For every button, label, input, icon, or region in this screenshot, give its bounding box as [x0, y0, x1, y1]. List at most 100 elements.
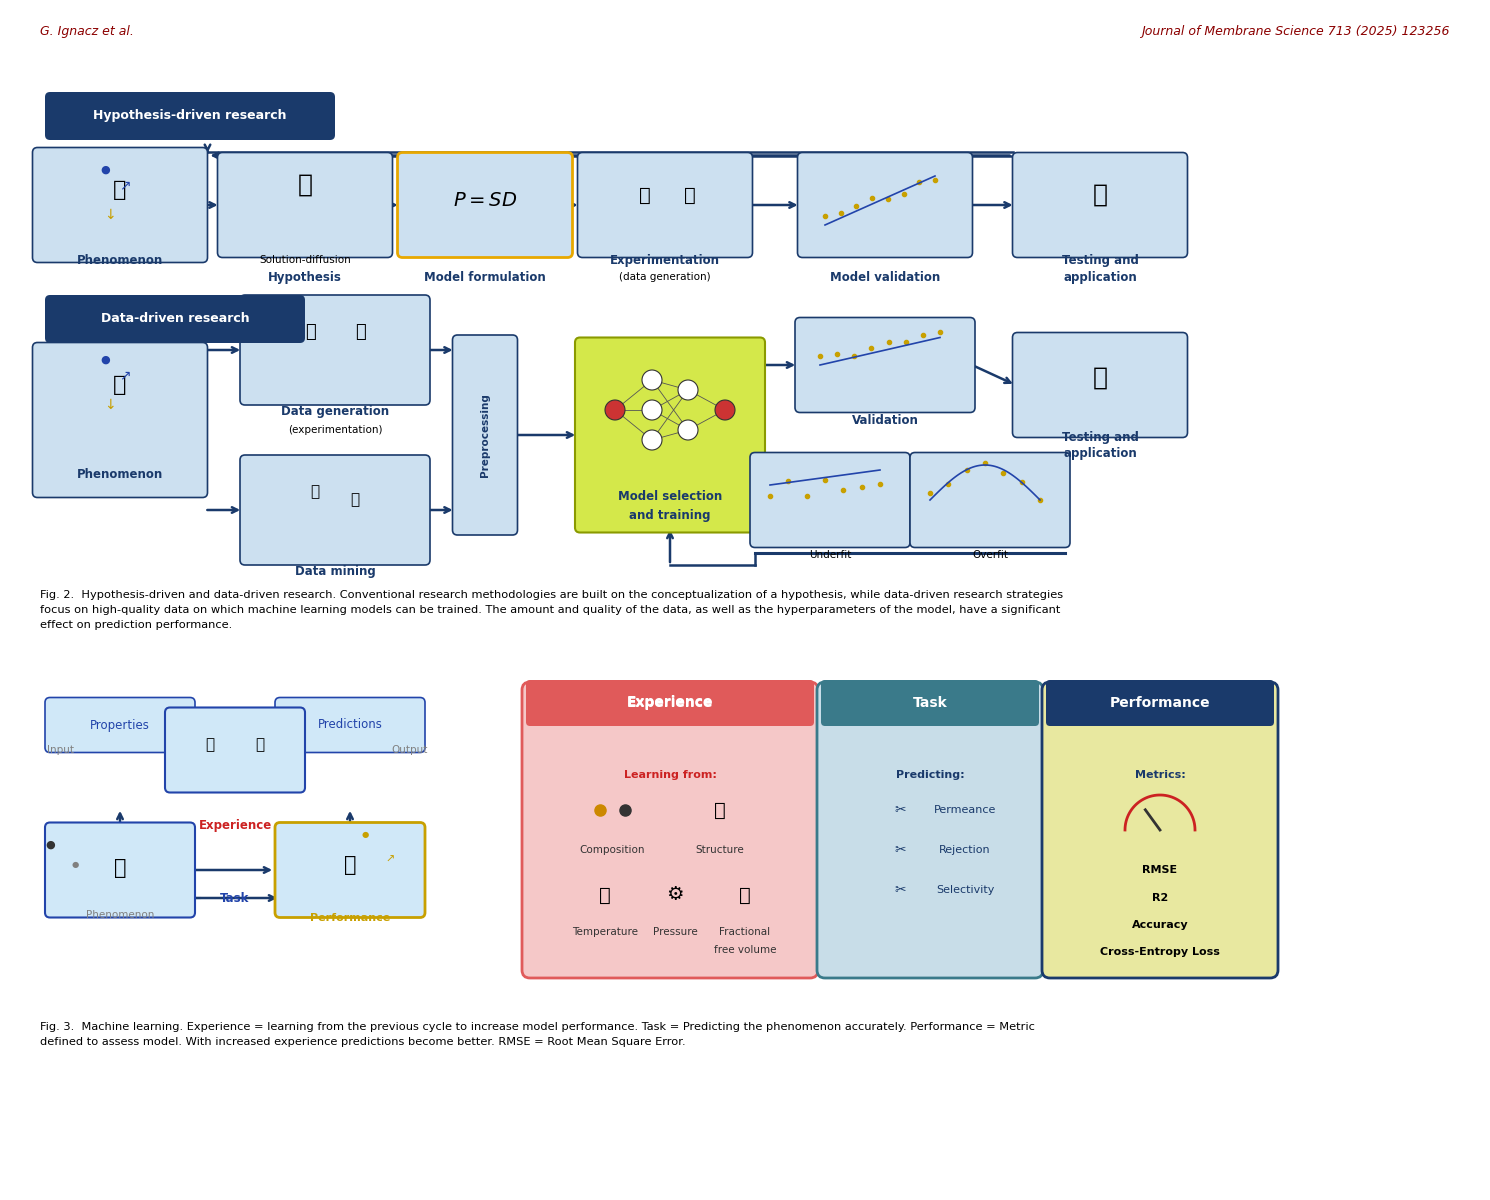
- FancyBboxPatch shape: [165, 708, 305, 792]
- Text: 🪙: 🪙: [304, 323, 316, 341]
- FancyBboxPatch shape: [526, 680, 814, 726]
- Text: Phenomenon: Phenomenon: [77, 468, 162, 481]
- Text: Experience: Experience: [627, 696, 714, 710]
- Text: Phenomenon: Phenomenon: [77, 253, 162, 266]
- FancyBboxPatch shape: [218, 152, 392, 258]
- Text: Learning from:: Learning from:: [623, 770, 717, 780]
- FancyBboxPatch shape: [1013, 152, 1188, 258]
- Text: Composition: Composition: [580, 845, 645, 854]
- FancyBboxPatch shape: [522, 682, 818, 978]
- Text: Structure: Structure: [696, 845, 745, 854]
- Text: Fig. 3.  Machine learning. Experience = learning from the previous cycle to incr: Fig. 3. Machine learning. Experience = l…: [40, 1022, 1036, 1046]
- FancyBboxPatch shape: [240, 455, 431, 565]
- Text: ↗: ↗: [386, 854, 395, 865]
- Text: ↓: ↓: [104, 398, 116, 412]
- Text: Model formulation: Model formulation: [425, 270, 545, 283]
- FancyBboxPatch shape: [45, 697, 195, 752]
- Text: 🪙: 🪙: [310, 485, 319, 499]
- Text: application: application: [1064, 446, 1137, 460]
- Text: Predictions: Predictions: [317, 719, 383, 732]
- Text: Accuracy: Accuracy: [1132, 920, 1189, 930]
- Text: Fractional: Fractional: [720, 926, 770, 937]
- Text: Preprocessing: Preprocessing: [480, 394, 490, 476]
- Text: Model validation: Model validation: [830, 270, 940, 283]
- FancyBboxPatch shape: [45, 822, 195, 918]
- Text: $P = SD$: $P = SD$: [453, 191, 517, 210]
- Text: RMSE: RMSE: [1143, 865, 1177, 875]
- Text: Predicting:: Predicting:: [895, 770, 964, 780]
- Text: Input: Input: [46, 745, 73, 755]
- Text: Hypothesis: Hypothesis: [268, 270, 341, 283]
- Text: Underfit: Underfit: [809, 550, 851, 560]
- Text: 🟫: 🟫: [113, 858, 127, 878]
- Text: 🪙: 🪙: [206, 738, 215, 752]
- Text: Performance: Performance: [1110, 696, 1210, 710]
- Text: Solution-diffusion: Solution-diffusion: [259, 256, 350, 265]
- Text: ↗: ↗: [119, 178, 131, 192]
- Text: Metrics:: Metrics:: [1134, 770, 1186, 780]
- Text: 💡: 💡: [298, 173, 313, 197]
- Text: 🖥: 🖥: [255, 738, 265, 752]
- FancyBboxPatch shape: [1042, 682, 1278, 978]
- Circle shape: [715, 400, 735, 420]
- Text: ↓: ↓: [104, 208, 116, 222]
- Text: Selectivity: Selectivity: [936, 886, 994, 895]
- Text: Experience: Experience: [198, 818, 271, 832]
- Text: Experience: Experience: [627, 695, 714, 709]
- FancyBboxPatch shape: [797, 152, 973, 258]
- Text: ✅: ✅: [1092, 366, 1107, 390]
- Circle shape: [678, 420, 697, 440]
- Text: 🔬: 🔬: [714, 800, 726, 820]
- Text: ✂: ✂: [894, 803, 906, 817]
- FancyBboxPatch shape: [398, 152, 572, 258]
- Circle shape: [605, 400, 624, 420]
- Text: ⬛: ⬛: [739, 886, 751, 905]
- Text: ✂: ✂: [894, 883, 906, 898]
- FancyBboxPatch shape: [45, 92, 335, 140]
- Text: Fig. 2.  Hypothesis-driven and data-driven research. Conventional research metho: Fig. 2. Hypothesis-driven and data-drive…: [40, 590, 1064, 630]
- FancyBboxPatch shape: [33, 148, 207, 263]
- Text: 🌡: 🌡: [599, 886, 611, 905]
- Text: Cross-Entropy Loss: Cross-Entropy Loss: [1100, 947, 1220, 958]
- Text: 🟫: 🟫: [113, 180, 127, 200]
- Text: Phenomenon: Phenomenon: [86, 910, 153, 920]
- Text: Task: Task: [912, 696, 948, 710]
- Text: ●: ●: [100, 355, 110, 365]
- Text: (data generation): (data generation): [620, 272, 711, 282]
- Circle shape: [642, 370, 662, 390]
- Text: Data generation: Data generation: [282, 406, 389, 419]
- Text: Pressure: Pressure: [653, 926, 697, 937]
- FancyBboxPatch shape: [33, 342, 207, 498]
- Text: R2: R2: [1152, 893, 1168, 902]
- FancyBboxPatch shape: [821, 680, 1039, 726]
- FancyBboxPatch shape: [578, 152, 752, 258]
- Text: ●: ●: [72, 860, 79, 870]
- Text: G. Ignacz et al.: G. Ignacz et al.: [40, 25, 134, 38]
- Text: Journal of Membrane Science 713 (2025) 123256: Journal of Membrane Science 713 (2025) 1…: [1141, 25, 1450, 38]
- Text: Validation: Validation: [852, 414, 918, 426]
- Text: Data mining: Data mining: [295, 565, 375, 578]
- Text: Output: Output: [392, 745, 428, 755]
- Text: ●: ●: [100, 164, 110, 175]
- Text: Rejection: Rejection: [939, 845, 991, 854]
- Text: application: application: [1064, 270, 1137, 283]
- Text: and training: and training: [629, 509, 711, 522]
- Text: 🟫: 🟫: [113, 374, 127, 395]
- Text: ●: ●: [362, 830, 368, 840]
- FancyBboxPatch shape: [796, 318, 974, 413]
- FancyBboxPatch shape: [45, 295, 305, 343]
- Text: Model selection: Model selection: [618, 491, 723, 504]
- Text: Experimentation: Experimentation: [609, 253, 720, 266]
- FancyBboxPatch shape: [276, 822, 425, 918]
- Text: 🧪: 🧪: [355, 323, 365, 341]
- Text: Performance: Performance: [310, 913, 390, 923]
- FancyBboxPatch shape: [575, 337, 764, 533]
- Text: ●: ●: [45, 840, 55, 850]
- Text: Testing and: Testing and: [1061, 253, 1138, 266]
- FancyBboxPatch shape: [240, 295, 431, 404]
- Text: (experimentation): (experimentation): [288, 425, 383, 434]
- FancyBboxPatch shape: [276, 697, 425, 752]
- FancyBboxPatch shape: [1046, 680, 1274, 726]
- Text: Task: Task: [221, 892, 250, 905]
- FancyBboxPatch shape: [1013, 332, 1188, 438]
